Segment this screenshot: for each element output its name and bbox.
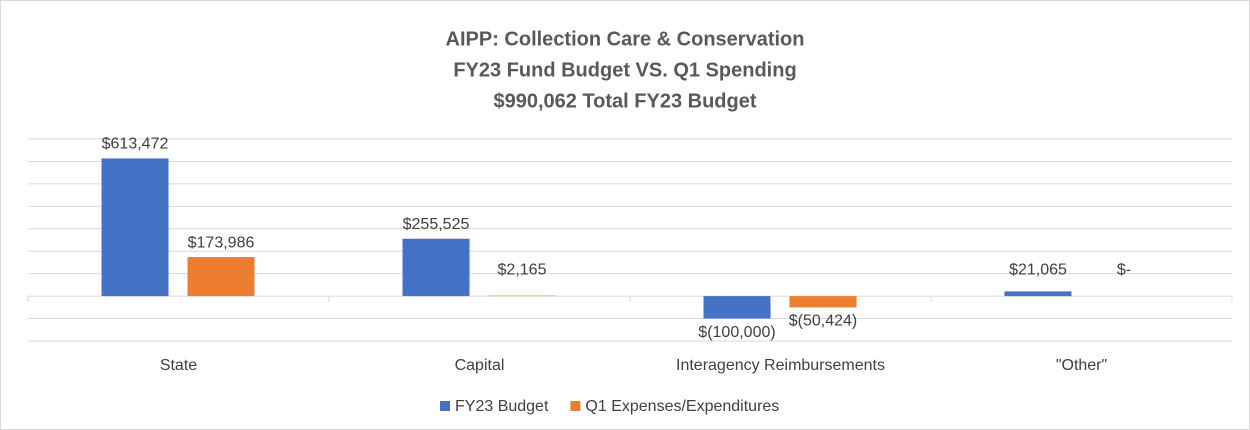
legend-swatch: [440, 401, 450, 411]
chart-title: AIPP: Collection Care & Conservation: [446, 28, 805, 50]
x-tick-label: State: [160, 357, 197, 374]
x-tick-label: Capital: [455, 357, 505, 374]
bar: [1004, 291, 1072, 297]
bar: [402, 238, 470, 297]
data-label: $255,525: [403, 216, 470, 233]
chart-title: $990,062 Total FY23 Budget: [493, 90, 756, 112]
data-label: $(50,424): [789, 313, 858, 330]
chart-title: FY23 Fund Budget VS. Q1 Spending: [453, 59, 796, 81]
data-label: $21,065: [1009, 261, 1067, 278]
legend-label: Q1 Expenses/Expenditures: [585, 398, 779, 415]
bar: [703, 296, 771, 319]
x-tick-label: Interagency Reimbursements: [676, 357, 885, 374]
data-label: $173,986: [188, 234, 255, 251]
legend-label: FY23 Budget: [455, 398, 549, 415]
bar: [101, 158, 169, 297]
bar: [187, 257, 255, 297]
data-label: $613,472: [102, 136, 169, 153]
bar: [789, 296, 857, 308]
data-label: $-: [1117, 261, 1131, 278]
legend-swatch: [570, 401, 581, 411]
x-tick-label: "Other": [1056, 357, 1107, 374]
data-label: $(100,000): [698, 324, 775, 341]
data-label: $2,165: [498, 261, 547, 278]
